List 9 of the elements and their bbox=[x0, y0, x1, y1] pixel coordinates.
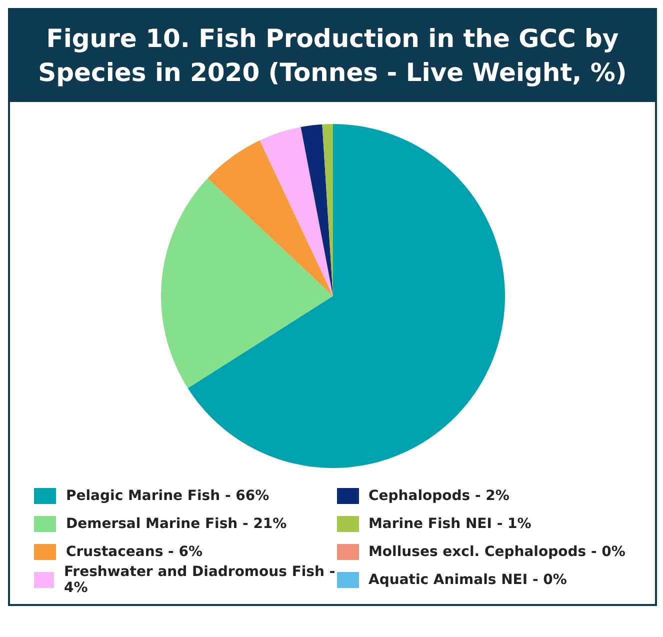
legend-label: Demersal Marine Fish - 21% bbox=[66, 516, 287, 532]
chart-title: Figure 10. Fish Production in the GCC by Species in 2020 (Tonnes - Live Weight, %) bbox=[10, 10, 655, 102]
legend-label: Marine Fish NEI - 1% bbox=[368, 516, 532, 532]
legend-label: Molluses excl. Cephalopods - 0% bbox=[368, 544, 626, 560]
legend-label: Crustaceans - 6% bbox=[66, 544, 202, 560]
legend-label: Freshwater and Diadromous Fish - 4% bbox=[64, 564, 336, 596]
legend-label: Pelagic Marine Fish - 66% bbox=[66, 488, 270, 504]
legend-label: Aquatic Animals NEI - 0% bbox=[368, 572, 567, 588]
legend-label: Cephalopods - 2% bbox=[368, 488, 510, 504]
